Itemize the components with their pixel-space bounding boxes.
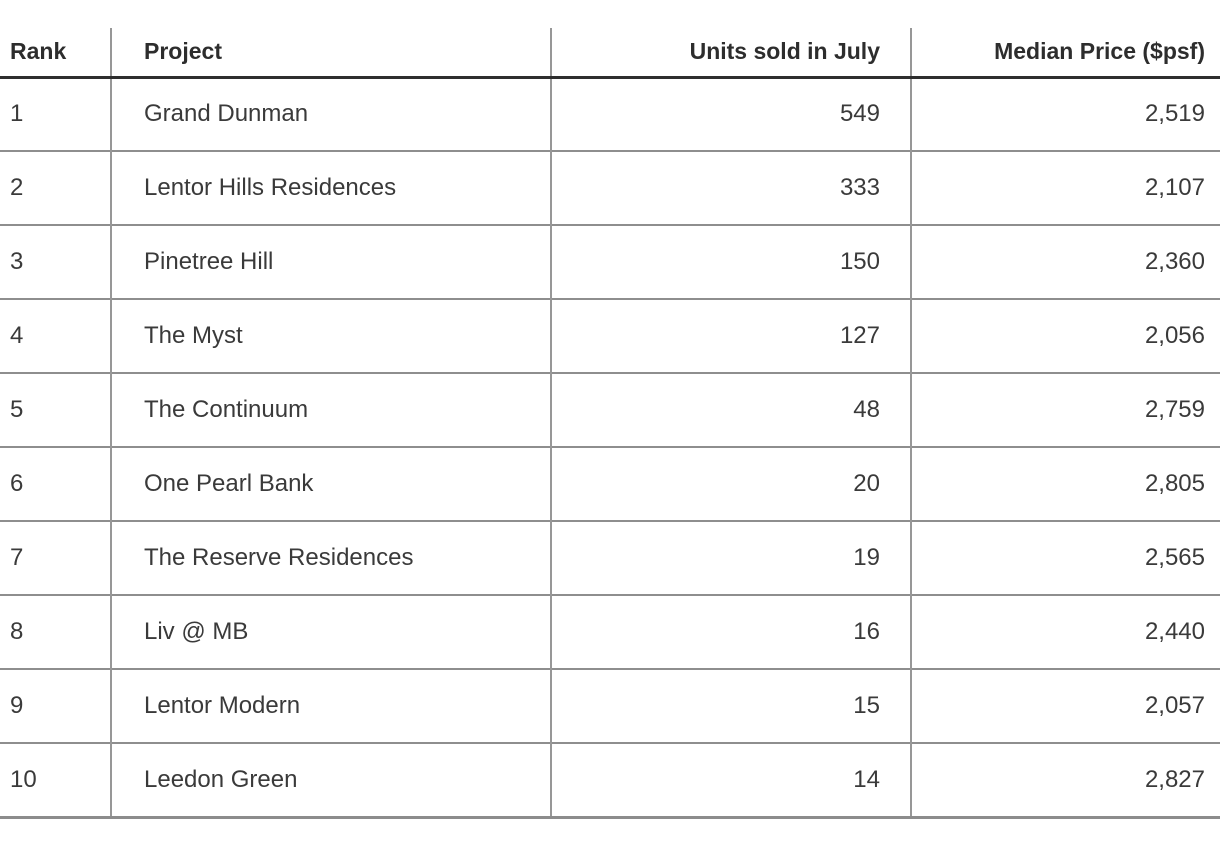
project-cell: Pinetree Hill bbox=[111, 224, 552, 299]
rank-cell: 10 bbox=[0, 742, 112, 819]
units-cell: 127 bbox=[551, 298, 912, 373]
table-row: 1 Grand Dunman 549 2,519 bbox=[0, 77, 1220, 151]
project-cell: One Pearl Bank bbox=[111, 446, 552, 521]
price-cell: 2,440 bbox=[911, 594, 1220, 669]
table-body: 1 Grand Dunman 549 2,519 2 Lentor Hills … bbox=[0, 77, 1220, 819]
rank-cell: 6 bbox=[0, 446, 112, 521]
units-cell: 14 bbox=[551, 742, 912, 819]
price-cell: 2,827 bbox=[911, 742, 1220, 819]
table-row: 4 The Myst 127 2,056 bbox=[0, 298, 1220, 373]
table-header-row: Rank Project Units sold in July Median P… bbox=[0, 28, 1220, 79]
project-cell: Lentor Hills Residences bbox=[111, 150, 552, 225]
table-row: 10 Leedon Green 14 2,827 bbox=[0, 742, 1220, 819]
rank-cell: 9 bbox=[0, 668, 112, 743]
project-cell: The Reserve Residences bbox=[111, 520, 552, 595]
project-cell: Liv @ MB bbox=[111, 594, 552, 669]
column-header-project: Project bbox=[111, 28, 552, 79]
units-cell: 19 bbox=[551, 520, 912, 595]
project-cell: The Myst bbox=[111, 298, 552, 373]
column-header-rank: Rank bbox=[0, 28, 112, 79]
rank-cell: 4 bbox=[0, 298, 112, 373]
units-cell: 16 bbox=[551, 594, 912, 669]
table-row: 7 The Reserve Residences 19 2,565 bbox=[0, 520, 1220, 595]
price-cell: 2,759 bbox=[911, 372, 1220, 447]
units-cell: 20 bbox=[551, 446, 912, 521]
price-cell: 2,107 bbox=[911, 150, 1220, 225]
project-cell: The Continuum bbox=[111, 372, 552, 447]
units-cell: 549 bbox=[551, 77, 912, 151]
project-cell: Leedon Green bbox=[111, 742, 552, 819]
rank-cell: 1 bbox=[0, 77, 112, 151]
units-cell: 333 bbox=[551, 150, 912, 225]
table-row: 8 Liv @ MB 16 2,440 bbox=[0, 594, 1220, 669]
price-cell: 2,519 bbox=[1144, 100, 1205, 128]
rank-cell: 5 bbox=[0, 372, 112, 447]
rank-cell: 3 bbox=[0, 224, 112, 299]
table-row: 5 The Continuum 48 2,759 bbox=[0, 372, 1220, 447]
top-projects-table: Rank Project Units sold in July Median P… bbox=[0, 28, 1220, 819]
price-cell: 2,360 bbox=[911, 224, 1220, 299]
column-header-price: Median Price ($psf) bbox=[911, 28, 1220, 79]
units-cell: 15 bbox=[551, 668, 912, 743]
price-cell: 2,805 bbox=[911, 446, 1220, 521]
project-cell: Lentor Modern bbox=[111, 668, 552, 743]
table-row: 6 One Pearl Bank 20 2,805 bbox=[0, 446, 1220, 521]
rank-cell: 8 bbox=[0, 594, 112, 669]
table-row: 3 Pinetree Hill 150 2,360 bbox=[0, 224, 1220, 299]
column-header-units: Units sold in July bbox=[551, 28, 912, 79]
rank-cell: 2 bbox=[0, 150, 112, 225]
rank-cell: 7 bbox=[0, 520, 112, 595]
price-cell: 2,057 bbox=[911, 668, 1220, 743]
table-row: 9 Lentor Modern 15 2,057 bbox=[0, 668, 1220, 743]
project-cell: Grand Dunman bbox=[111, 77, 552, 151]
table-row: 2 Lentor Hills Residences 333 2,107 bbox=[0, 150, 1220, 225]
units-cell: 48 bbox=[551, 372, 912, 447]
price-cell: 2,565 bbox=[911, 520, 1220, 595]
units-cell: 150 bbox=[551, 224, 912, 299]
price-cell: 2,056 bbox=[911, 298, 1220, 373]
